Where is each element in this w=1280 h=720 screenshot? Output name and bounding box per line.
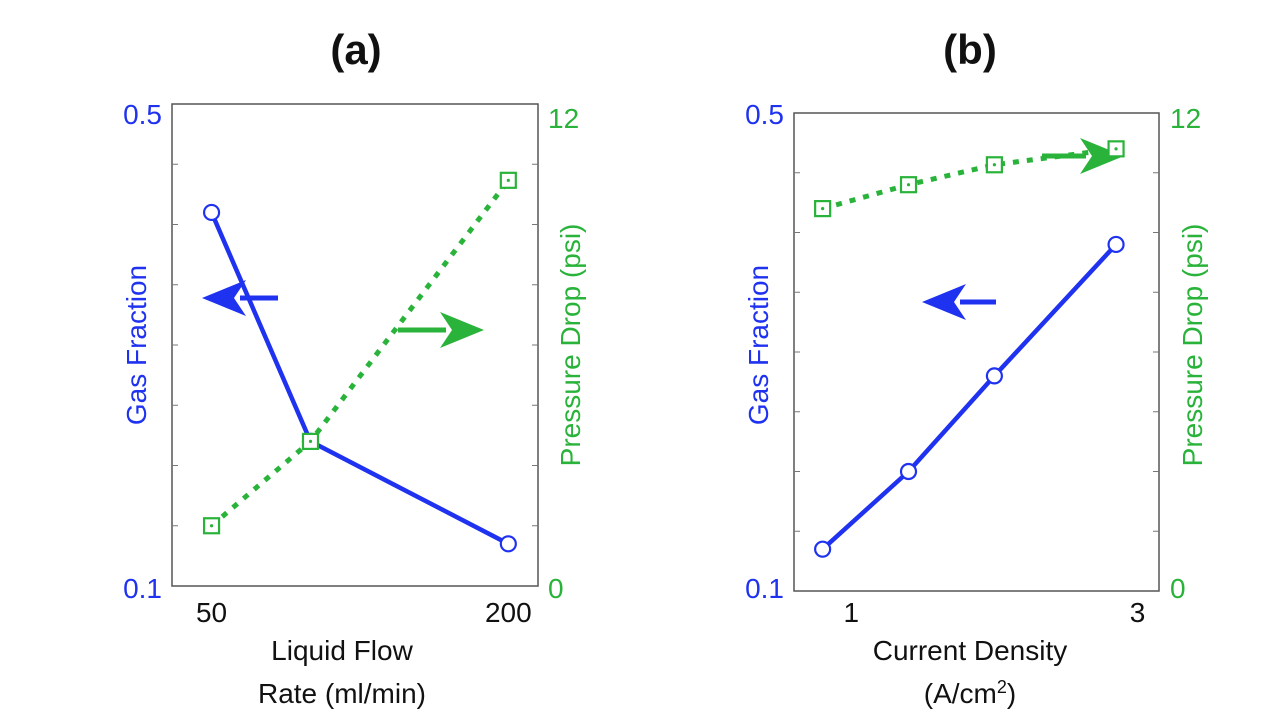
- panel-a-x-axis-title-line2: Rate (ml/min): [258, 678, 426, 709]
- panel-b-gas-fraction-point: [985, 367, 1003, 385]
- panel-a-y-right-tick-max: 12: [548, 103, 579, 134]
- panel-a-minor-ticks: [172, 163, 538, 527]
- panel-b-arrow-right: [1042, 138, 1124, 174]
- panel-b-y-left-axis-title: Gas Fraction: [743, 265, 774, 425]
- panel-b-y-left-tick-min: 0.1: [745, 573, 784, 604]
- panel-a-arrow-left-head: [202, 280, 246, 316]
- panel-a-y-right-tick-min: 0: [548, 573, 564, 604]
- panel-b-y-right-axis-title: Pressure Drop (psi): [1177, 224, 1208, 467]
- panel-a-x-axis-title-line1: Liquid Flow: [271, 635, 413, 666]
- panel-a-pressure-drop-point-dot: [209, 524, 214, 528]
- panel-b-chart: (b) 0.5 0.1 12 0 1 3 Current Density (A/…: [743, 26, 1208, 709]
- panel-a-y-left-tick-min: 0.1: [123, 573, 162, 604]
- panel-a-x-tick-label: 200: [485, 597, 532, 628]
- panel-b-arrow-left: [922, 284, 996, 320]
- panel-b-gas-fraction-point: [814, 540, 832, 558]
- panel-b-y-right-tick-min: 0: [1170, 573, 1186, 604]
- panel-a-pressure-drop-line: [209, 178, 511, 528]
- panel-b-pressure-drop-point-dot: [992, 163, 996, 167]
- panel-b-pressure-drop-point-dot: [906, 183, 911, 187]
- panel-a-gas-fraction-point: [499, 535, 517, 553]
- panel-b-plot-frame: [793, 112, 1160, 592]
- panel-b-y-right-tick-max: 12: [1170, 103, 1201, 134]
- panel-b-gas-fraction-point: [1107, 235, 1125, 254]
- panel-a-labels: 0.5 0.1 12 0 50 200 Liquid Flow Rate (ml…: [121, 99, 586, 709]
- panel-b-y-left-tick-max: 0.5: [745, 99, 784, 130]
- panel-a-pressure-drop-point-dot: [506, 178, 510, 182]
- panel-a-y-left-axis-title: Gas Fraction: [121, 265, 152, 425]
- panel-b-x-tick-label: 1: [843, 597, 859, 628]
- panel-b-gas-fraction-line: [821, 242, 1118, 551]
- panel-b-arrow-right-head: [1080, 138, 1124, 174]
- panel-a-series: [202, 171, 517, 553]
- panel-b-pressure-drop-line: [821, 146, 1117, 212]
- panel-b-minor-ticks: [794, 172, 1159, 532]
- panel-a-arrow-left: [202, 280, 278, 316]
- panel-b-pressure-drop-point-dot: [1114, 147, 1118, 151]
- panel-b-arrow-left-head: [922, 284, 966, 320]
- panel-a-pressure-drop-point-dot: [308, 439, 313, 443]
- panel-a-title: (a): [330, 26, 381, 73]
- panel-b-arrows: [922, 138, 1124, 320]
- panel-b-x-axis-title-line1: Current Density: [873, 635, 1068, 666]
- panel-a-chart: (a) 0.5 0.1 12 0 50 200 Liquid Flow Rate…: [121, 26, 586, 709]
- panel-a-y-right-axis-title: Pressure Drop (psi): [555, 224, 586, 467]
- panel-b-title: (b): [943, 26, 997, 73]
- panel-b-series: [814, 140, 1125, 558]
- panel-b-x-tick-label: 3: [1130, 597, 1146, 628]
- panel-b-labels: 0.5 0.1 12 0 1 3 Current Density (A/cm2)…: [743, 99, 1208, 709]
- panel-a-x-tick-label: 50: [196, 597, 227, 628]
- panel-a-gas-fraction-point: [202, 203, 221, 222]
- panel-b-x-axis-title-line2: (A/cm2): [924, 677, 1016, 709]
- panel-a-arrow-right-head: [440, 312, 484, 348]
- panel-a-y-left-tick-max: 0.5: [123, 99, 162, 130]
- panel-b-gas-fraction-point: [899, 462, 918, 481]
- panel-a-arrow-right: [398, 312, 484, 348]
- panel-b-pressure-drop-point-dot: [821, 207, 825, 211]
